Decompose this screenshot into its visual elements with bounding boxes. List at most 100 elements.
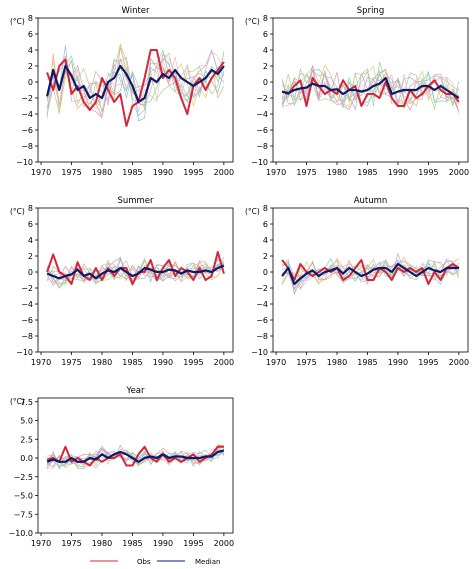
- y-tick-label: 2: [28, 252, 33, 261]
- axes-frame: [37, 17, 234, 163]
- axes-frame: [272, 207, 469, 353]
- x-tick-label: 1995: [183, 539, 203, 548]
- y-tick-label: −2: [21, 284, 33, 293]
- x-tick-label: 1990: [153, 539, 173, 548]
- panel-title: Spring: [357, 6, 384, 16]
- y-tick-label: −10: [251, 348, 268, 357]
- median-series-line: [281, 262, 459, 286]
- x-tick-label: 1975: [61, 539, 81, 548]
- y-tick-label: 0: [28, 78, 33, 87]
- y-tick-label: 7.5: [20, 398, 33, 407]
- y-axis-unit-label: (°C): [245, 17, 260, 26]
- x-tick-label: 1985: [122, 539, 142, 548]
- member-line: [281, 257, 460, 290]
- y-tick-label: 6: [28, 30, 33, 39]
- y-axis-unit-label: (°C): [10, 397, 25, 406]
- x-tick-label: 2000: [449, 358, 469, 367]
- x-tick-label: 1990: [388, 168, 408, 177]
- y-tick-label: 5.0: [20, 417, 33, 426]
- y-tick-label: 0.0: [20, 454, 33, 463]
- y-tick-label: 4: [28, 236, 33, 245]
- x-tick-label: 1975: [296, 358, 316, 367]
- x-tick-label: 1985: [357, 358, 377, 367]
- y-tick-label: 8: [28, 204, 33, 213]
- y-tick-label: −8: [256, 332, 268, 341]
- y-tick-label: −6: [21, 316, 33, 325]
- y-tick-label: 6: [263, 220, 268, 229]
- median-series-line: [46, 64, 225, 104]
- member-line: [46, 43, 225, 113]
- y-tick-label: −5.0: [14, 492, 33, 501]
- y-tick-label: −8: [256, 142, 268, 151]
- member-line: [46, 257, 224, 283]
- y-tick-label: −6: [21, 126, 33, 135]
- y-tick-label: −4: [21, 110, 33, 119]
- y-tick-label: −10: [16, 348, 33, 357]
- x-tick-label: 1990: [153, 358, 173, 367]
- panel-title: Autumn: [354, 196, 388, 206]
- chart-legend: Obs Median: [90, 558, 220, 566]
- x-tick-label: 1995: [183, 168, 203, 177]
- member-line: [46, 51, 225, 112]
- x-tick-label: 2000: [214, 168, 234, 177]
- y-tick-label: −6: [256, 126, 268, 135]
- y-tick-label: 0: [263, 78, 268, 87]
- x-tick-label: 1980: [92, 539, 112, 548]
- median-series-line: [46, 449, 225, 463]
- x-tick-label: 1975: [61, 168, 81, 177]
- member-line: [46, 55, 225, 113]
- y-tick-label: 8: [263, 204, 268, 213]
- y-tick-label: −10: [251, 158, 268, 167]
- y-tick-label: −4: [21, 300, 33, 309]
- y-tick-label: −4: [256, 300, 268, 309]
- y-tick-label: 8: [263, 14, 268, 23]
- x-tick-label: 1995: [418, 168, 438, 177]
- x-tick-label: 2000: [449, 168, 469, 177]
- y-tick-label: 8: [28, 14, 33, 23]
- median-series-line: [46, 264, 225, 280]
- obs-series-line: [46, 251, 225, 285]
- x-tick-label: 2000: [214, 539, 234, 548]
- panel-title: Winter: [121, 6, 150, 16]
- x-tick-label: 1990: [153, 168, 173, 177]
- member-line: [46, 43, 225, 119]
- x-tick-label: 2000: [214, 358, 234, 367]
- x-tick-label: 1980: [92, 168, 112, 177]
- x-tick-label: 1980: [327, 358, 347, 367]
- y-tick-label: 2.5: [20, 435, 33, 444]
- x-tick-label: 1970: [31, 539, 51, 548]
- axes-frame: [272, 17, 469, 163]
- x-tick-label: 1980: [92, 358, 112, 367]
- x-tick-label: 1970: [31, 168, 51, 177]
- y-axis-unit-label: (°C): [10, 17, 25, 26]
- x-tick-label: 1970: [266, 358, 286, 367]
- x-tick-label: 1995: [183, 358, 203, 367]
- y-tick-label: −2.5: [14, 473, 33, 482]
- legend-median-label: Median: [195, 558, 220, 566]
- panel-title: Summer: [117, 196, 154, 206]
- x-tick-label: 1975: [296, 168, 316, 177]
- x-tick-label: 1985: [357, 168, 377, 177]
- median-series-line: [281, 76, 460, 99]
- x-tick-label: 1985: [122, 168, 142, 177]
- obs-series-line: [281, 77, 460, 107]
- legend-obs-label: Obs: [137, 558, 151, 566]
- axes-frame: [37, 207, 234, 353]
- y-tick-label: 4: [263, 236, 268, 245]
- y-tick-label: −10.0: [8, 529, 33, 538]
- y-tick-label: −4: [256, 110, 268, 119]
- y-tick-label: 2: [263, 62, 268, 71]
- y-tick-label: −6: [256, 316, 268, 325]
- y-axis-unit-label: (°C): [245, 207, 260, 216]
- y-tick-label: 6: [28, 220, 33, 229]
- y-axis-unit-label: (°C): [10, 207, 25, 216]
- y-tick-label: −2: [256, 94, 268, 103]
- y-tick-label: −7.5: [14, 510, 33, 519]
- x-tick-label: 1995: [418, 358, 438, 367]
- x-tick-label: 1970: [31, 358, 51, 367]
- x-tick-label: 1970: [266, 168, 286, 177]
- y-tick-label: −8: [21, 142, 33, 151]
